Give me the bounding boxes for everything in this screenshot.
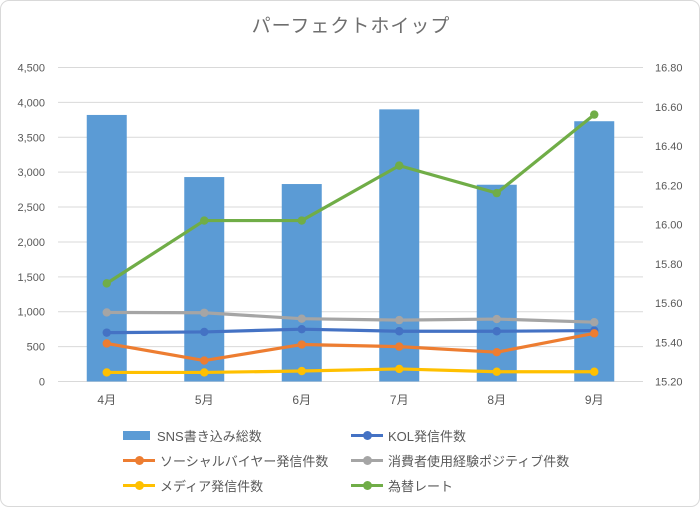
line-marker <box>492 347 501 357</box>
line-marker <box>590 110 599 119</box>
legend-dot-icon <box>363 456 372 465</box>
legend-label: SNS書き込み総数 <box>157 429 262 444</box>
right-axis-tick-label: 16.80 <box>655 63 683 75</box>
legend-item: ソーシャルバイヤー発信件数 <box>123 452 351 469</box>
legend-line-marker-icon <box>351 456 383 465</box>
legend-dot-icon <box>363 431 372 440</box>
line-marker <box>102 328 111 337</box>
legend-label: KOL発信件数 <box>388 429 467 444</box>
right-axis-tick-label: 16.20 <box>655 180 683 192</box>
legend-line-marker-icon <box>123 481 155 490</box>
legend: SNS書き込み総数 KOL発信件数ソーシャルバイヤー発信件数 消費者使用経験ポジティ… <box>123 427 569 494</box>
right-axis-tick-label: 16.00 <box>655 220 683 232</box>
line-marker <box>492 367 501 376</box>
legend-item: 消費者使用経験ポジティブ件数 <box>351 452 569 469</box>
legend-label: メディア発信件数 <box>160 479 264 494</box>
line-marker <box>297 324 306 334</box>
line-marker <box>200 308 209 317</box>
left-axis-tick-label: 4,000 <box>17 97 45 109</box>
legend-item: メディア発信件数 <box>123 477 351 494</box>
line-marker <box>590 367 599 376</box>
bar <box>379 109 420 382</box>
line-marker <box>492 327 501 336</box>
right-axis-tick-label: 16.60 <box>655 102 683 114</box>
left-axis-tick-label: 3,000 <box>17 167 45 179</box>
line-marker <box>297 340 306 349</box>
line-marker <box>297 366 306 376</box>
x-axis-label: 8月 <box>487 393 506 407</box>
line-marker <box>297 216 306 225</box>
bar <box>184 177 225 382</box>
line-marker <box>200 216 209 225</box>
line-series <box>105 112 596 285</box>
chart-title: パーフェクトホイップ <box>251 16 451 37</box>
line-marker <box>492 188 501 198</box>
line-series <box>105 367 596 375</box>
line-marker <box>200 356 209 365</box>
x-axis-label: 9月 <box>585 393 604 407</box>
right-axis-tick-label: 15.40 <box>655 337 683 349</box>
legend-line-marker-icon <box>123 456 155 465</box>
line-marker <box>590 317 599 327</box>
line-marker <box>102 279 111 288</box>
line-marker <box>395 364 404 374</box>
plot-area-svg: 0 500 1,000 1,500 2,000 2,500 3,000 3,500 4,000 4… <box>17 63 683 408</box>
line-marker <box>200 327 209 337</box>
legend-dot-icon <box>135 481 144 490</box>
left-axis-tick-label: 3,500 <box>17 132 45 144</box>
legend-label: ソーシャルバイヤー発信件数 <box>160 454 329 469</box>
line-series <box>105 327 596 335</box>
legend-bar-swatch-icon <box>123 431 150 440</box>
line-marker <box>395 342 404 351</box>
left-axis-tick-label: 1,000 <box>17 307 45 319</box>
x-axis-label: 5月 <box>195 393 214 407</box>
right-axis-tick-label: 15.20 <box>655 377 683 389</box>
line-marker <box>297 314 306 323</box>
left-axis-tick-label: 4,500 <box>17 63 45 75</box>
bar <box>574 121 615 382</box>
right-axis-tick-label: 15.60 <box>655 298 683 310</box>
right-axis-tick-label: 15.80 <box>655 259 683 271</box>
line-marker <box>395 327 404 336</box>
left-axis-tick-label: 2,000 <box>17 237 45 249</box>
x-axis-label: 6月 <box>292 393 311 407</box>
line-marker <box>102 368 111 377</box>
legend-item: 為替レート <box>351 477 569 494</box>
left-axis-tick-label: 1,500 <box>17 272 45 284</box>
left-axis-tick-label: 0 <box>39 377 45 389</box>
left-axis-tick-label: 2,500 <box>17 202 45 214</box>
line-marker <box>200 368 209 377</box>
bar <box>86 114 127 382</box>
legend-item: KOL発信件数 <box>351 427 569 444</box>
line-marker <box>590 329 599 338</box>
legend-item: SNS書き込み総数 <box>123 427 351 444</box>
legend-line-marker-icon <box>351 431 383 440</box>
right-axis-tick-label: 16.40 <box>655 141 683 153</box>
legend-label: 為替レート <box>388 479 454 494</box>
legend-line-marker-icon <box>351 481 383 490</box>
line-marker <box>395 315 404 325</box>
line-marker <box>102 339 111 348</box>
line-marker <box>492 314 501 324</box>
legend-dot-icon <box>363 481 372 490</box>
legend-label: 消費者使用経験ポジティブ件数 <box>388 454 570 469</box>
x-axis-label: 4月 <box>97 393 116 407</box>
line-marker <box>102 308 111 317</box>
legend-dot-icon <box>135 456 144 465</box>
line-series <box>105 310 596 324</box>
line-marker <box>395 161 404 170</box>
x-axis-label: 7月 <box>390 393 409 407</box>
left-axis-tick-label: 500 <box>27 342 45 354</box>
line-series <box>105 331 596 363</box>
